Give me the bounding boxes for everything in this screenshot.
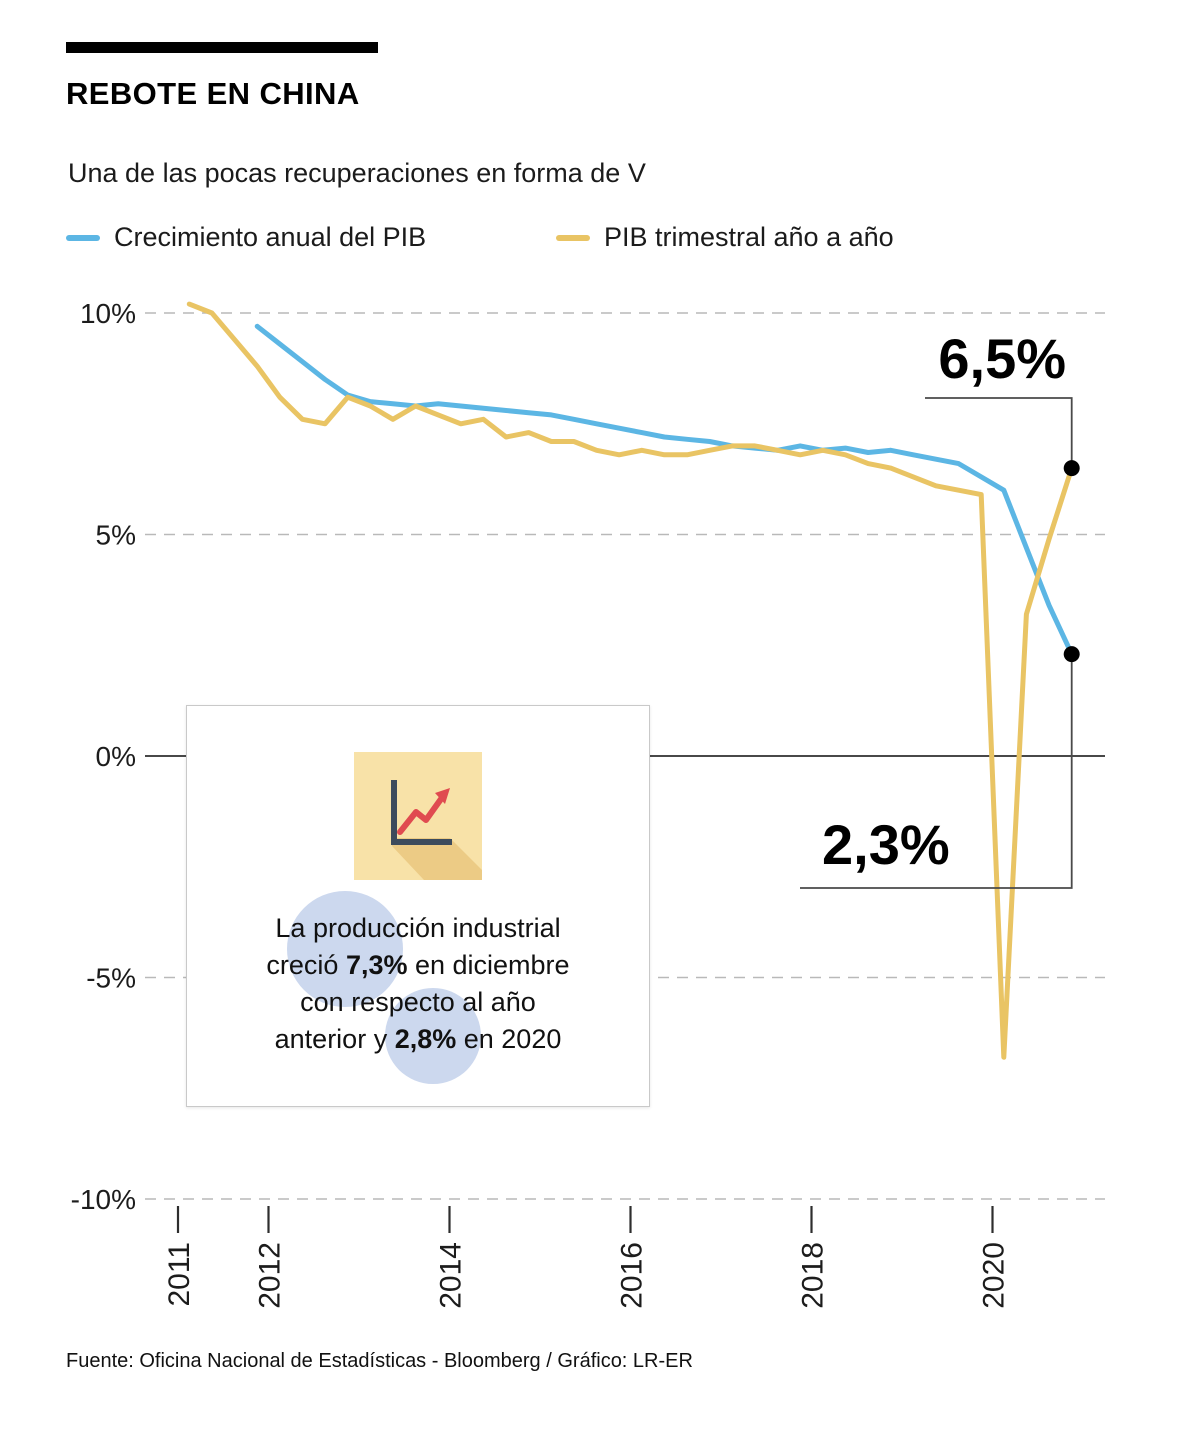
industrial-production-callout: La producción industrial creció 7,3% en d… [186, 705, 650, 1107]
title-accent-bar [66, 42, 378, 53]
callout-line: anterior y 2,8% en 2020 [274, 1024, 562, 1054]
chart-subtitle: Una de las pocas recuperaciones en forma… [68, 158, 646, 188]
annotation-quarterly-end-value: 6,5% [938, 327, 1066, 390]
y-tick-label: 5% [96, 520, 136, 551]
decorative-bubble [287, 891, 403, 1007]
annotation-connector-quarterly [925, 397, 1073, 469]
x-tick-label: 2020 [978, 1242, 1011, 1309]
legend-label-annual-gdp: Crecimiento anual del PIB [114, 222, 427, 252]
legend-item-quarterly-gdp: PIB trimestral año a año [556, 222, 894, 253]
legend-item-annual-gdp: Crecimiento anual del PIB [66, 222, 426, 253]
series-line-quarterly [186, 301, 1075, 1060]
legend-dash-yellow-icon [556, 234, 590, 241]
y-tick-label: -10% [71, 1184, 136, 1215]
x-tick-label: 2011 [163, 1242, 196, 1307]
endpoint-dot-annual [1063, 646, 1080, 663]
callout-line: con respecto al año [300, 987, 536, 1017]
y-tick-label: 0% [96, 741, 136, 772]
source-credit: Fuente: Oficina Nacional de Estadísticas… [66, 1350, 693, 1372]
annotation-annual-end-value: 2,3% [822, 813, 950, 876]
legend-label-quarterly-gdp: PIB trimestral año a año [604, 222, 894, 252]
x-tick-label: 2016 [616, 1242, 649, 1309]
callout-text: La producción industrial creció 7,3% en d… [205, 910, 631, 1058]
x-tick-label: 2014 [435, 1242, 468, 1309]
endpoint-dot-quarterly [1063, 460, 1080, 477]
x-tick-label: 2018 [797, 1242, 830, 1309]
y-tick-label: 10% [80, 298, 136, 329]
legend-dash-blue-icon [66, 234, 100, 241]
decorative-bubble [385, 988, 481, 1084]
callout-line: creció 7,3% en diciembre [266, 950, 570, 980]
annotation-connector-annual [800, 654, 1073, 889]
rising-chart-icon [354, 752, 482, 880]
series-line-annual [254, 323, 1075, 657]
callout-line: La producción industrial [275, 913, 561, 943]
page-title: REBOTE EN CHINA [66, 76, 360, 111]
y-tick-label: -5% [86, 963, 136, 994]
x-tick-label: 2012 [254, 1242, 287, 1309]
